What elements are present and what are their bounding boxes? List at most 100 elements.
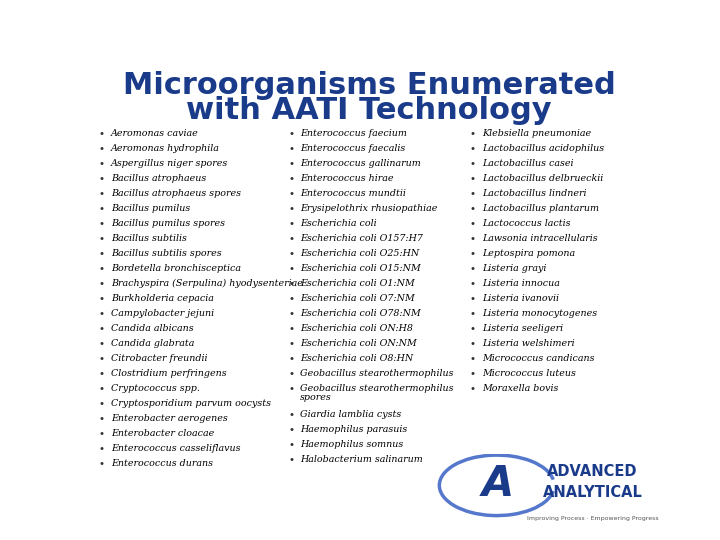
- Text: •: •: [99, 414, 104, 424]
- Text: •: •: [99, 324, 104, 334]
- Text: •: •: [99, 309, 104, 319]
- Text: Geobacillus stearothermophilus: Geobacillus stearothermophilus: [300, 369, 454, 378]
- Text: •: •: [99, 279, 104, 289]
- Text: •: •: [99, 399, 104, 409]
- Text: Escherichia coli O78:NM: Escherichia coli O78:NM: [300, 309, 421, 318]
- Text: •: •: [288, 309, 294, 319]
- Text: •: •: [99, 443, 104, 454]
- Text: Escherichia coli ON:NM: Escherichia coli ON:NM: [300, 339, 417, 348]
- Text: •: •: [288, 440, 294, 450]
- Text: ANALYTICAL: ANALYTICAL: [543, 485, 642, 501]
- Text: Cryptococcus spp.: Cryptococcus spp.: [111, 384, 199, 393]
- Text: Campylobacter jejuni: Campylobacter jejuni: [111, 309, 214, 318]
- Text: •: •: [469, 279, 475, 289]
- Text: •: •: [288, 339, 294, 349]
- Text: •: •: [469, 354, 475, 364]
- Text: Aeromonas caviae: Aeromonas caviae: [111, 129, 199, 138]
- Text: •: •: [288, 279, 294, 289]
- Text: Enterococcus faecium: Enterococcus faecium: [300, 129, 408, 138]
- Text: •: •: [469, 249, 475, 259]
- Text: •: •: [99, 369, 104, 379]
- Text: Escherichia coli: Escherichia coli: [300, 219, 377, 228]
- Text: •: •: [99, 129, 104, 139]
- Text: •: •: [288, 204, 294, 214]
- Text: •: •: [288, 249, 294, 259]
- Text: Enterobacter cloacae: Enterobacter cloacae: [111, 429, 214, 437]
- Text: •: •: [288, 159, 294, 169]
- Text: •: •: [99, 354, 104, 364]
- Text: •: •: [288, 384, 294, 394]
- Text: •: •: [288, 425, 294, 435]
- Text: •: •: [99, 189, 104, 199]
- Text: •: •: [99, 204, 104, 214]
- Text: Haemophilus parasuis: Haemophilus parasuis: [300, 425, 408, 434]
- Text: Bordetella bronchisceptica: Bordetella bronchisceptica: [111, 264, 240, 273]
- Text: Citrobacter freundii: Citrobacter freundii: [111, 354, 207, 363]
- Text: •: •: [99, 294, 104, 304]
- Text: •: •: [288, 219, 294, 229]
- Text: Erysipelothrix rhusiopathiae: Erysipelothrix rhusiopathiae: [300, 204, 438, 213]
- Text: Lactococcus lactis: Lactococcus lactis: [482, 219, 570, 228]
- Text: with AATI Technology: with AATI Technology: [186, 96, 552, 125]
- Text: Bacillus atrophaeus spores: Bacillus atrophaeus spores: [111, 189, 240, 198]
- Text: Improving Process · Empowering Progress: Improving Process · Empowering Progress: [527, 516, 658, 521]
- Text: Enterococcus mundtii: Enterococcus mundtii: [300, 189, 406, 198]
- Text: Candida albicans: Candida albicans: [111, 324, 193, 333]
- Text: Klebsiella pneumoniae: Klebsiella pneumoniae: [482, 129, 591, 138]
- Text: Lactobacillus casei: Lactobacillus casei: [482, 159, 573, 168]
- Text: •: •: [288, 234, 294, 244]
- Text: •: •: [469, 234, 475, 244]
- Text: •: •: [469, 264, 475, 274]
- Text: •: •: [99, 234, 104, 244]
- Text: •: •: [99, 264, 104, 274]
- Text: Bacillus atrophaeus: Bacillus atrophaeus: [111, 174, 206, 183]
- Text: Bacillus subtilis: Bacillus subtilis: [111, 234, 186, 243]
- Text: ADVANCED: ADVANCED: [547, 464, 638, 479]
- Text: •: •: [469, 189, 475, 199]
- Text: •: •: [469, 339, 475, 349]
- Text: •: •: [99, 339, 104, 349]
- Text: Micrococcus luteus: Micrococcus luteus: [482, 369, 575, 378]
- Text: Brachyspira (Serpulina) hyodysenteriae: Brachyspira (Serpulina) hyodysenteriae: [111, 279, 302, 288]
- Text: Escherichia coli O15:NM: Escherichia coli O15:NM: [300, 264, 421, 273]
- Text: •: •: [469, 309, 475, 319]
- Text: Lactobacillus plantarum: Lactobacillus plantarum: [482, 204, 599, 213]
- Text: Candida glabrata: Candida glabrata: [111, 339, 194, 348]
- Text: •: •: [99, 458, 104, 469]
- Text: Cryptosporidium parvum oocysts: Cryptosporidium parvum oocysts: [111, 399, 271, 408]
- Text: Listeria innocua: Listeria innocua: [482, 279, 559, 288]
- Text: •: •: [288, 174, 294, 184]
- Text: Microorganisms Enumerated: Microorganisms Enumerated: [122, 71, 616, 100]
- Text: Listeria monocytogenes: Listeria monocytogenes: [482, 309, 597, 318]
- Text: •: •: [288, 144, 294, 154]
- Text: Escherichia coli ON:H8: Escherichia coli ON:H8: [300, 324, 413, 333]
- Text: •: •: [288, 264, 294, 274]
- Text: Geobacillus stearothermophilus
spores: Geobacillus stearothermophilus spores: [300, 384, 454, 402]
- Text: Enterococcus faecalis: Enterococcus faecalis: [300, 144, 405, 153]
- Text: •: •: [99, 219, 104, 229]
- Text: Enterococcus gallinarum: Enterococcus gallinarum: [300, 159, 421, 168]
- Text: Bacillus pumilus: Bacillus pumilus: [111, 204, 190, 213]
- Text: •: •: [99, 249, 104, 259]
- Text: •: •: [469, 324, 475, 334]
- Text: Escherichia coli O7:NM: Escherichia coli O7:NM: [300, 294, 415, 303]
- Text: Haemophilus somnus: Haemophilus somnus: [300, 440, 404, 449]
- Text: Escherichia coli O1:NM: Escherichia coli O1:NM: [300, 279, 415, 288]
- Text: •: •: [469, 159, 475, 169]
- Text: •: •: [469, 369, 475, 379]
- Text: Enterococcus casseliflavus: Enterococcus casseliflavus: [111, 443, 240, 453]
- Text: •: •: [469, 174, 475, 184]
- Text: Lactobacillus acidophilus: Lactobacillus acidophilus: [482, 144, 604, 153]
- Text: •: •: [288, 354, 294, 364]
- Text: •: •: [469, 294, 475, 304]
- Text: Bacillus pumilus spores: Bacillus pumilus spores: [111, 219, 225, 228]
- Text: Aspergillus niger spores: Aspergillus niger spores: [111, 159, 228, 168]
- Text: •: •: [99, 174, 104, 184]
- Text: •: •: [469, 204, 475, 214]
- Text: Clostridium perfringens: Clostridium perfringens: [111, 369, 226, 378]
- Text: Escherichia coli O8:HN: Escherichia coli O8:HN: [300, 354, 413, 363]
- Text: A: A: [482, 463, 514, 505]
- Text: Halobacterium salinarum: Halobacterium salinarum: [300, 455, 423, 464]
- Text: Aeromonas hydrophila: Aeromonas hydrophila: [111, 144, 220, 153]
- Text: Lawsonia intracellularis: Lawsonia intracellularis: [482, 234, 598, 243]
